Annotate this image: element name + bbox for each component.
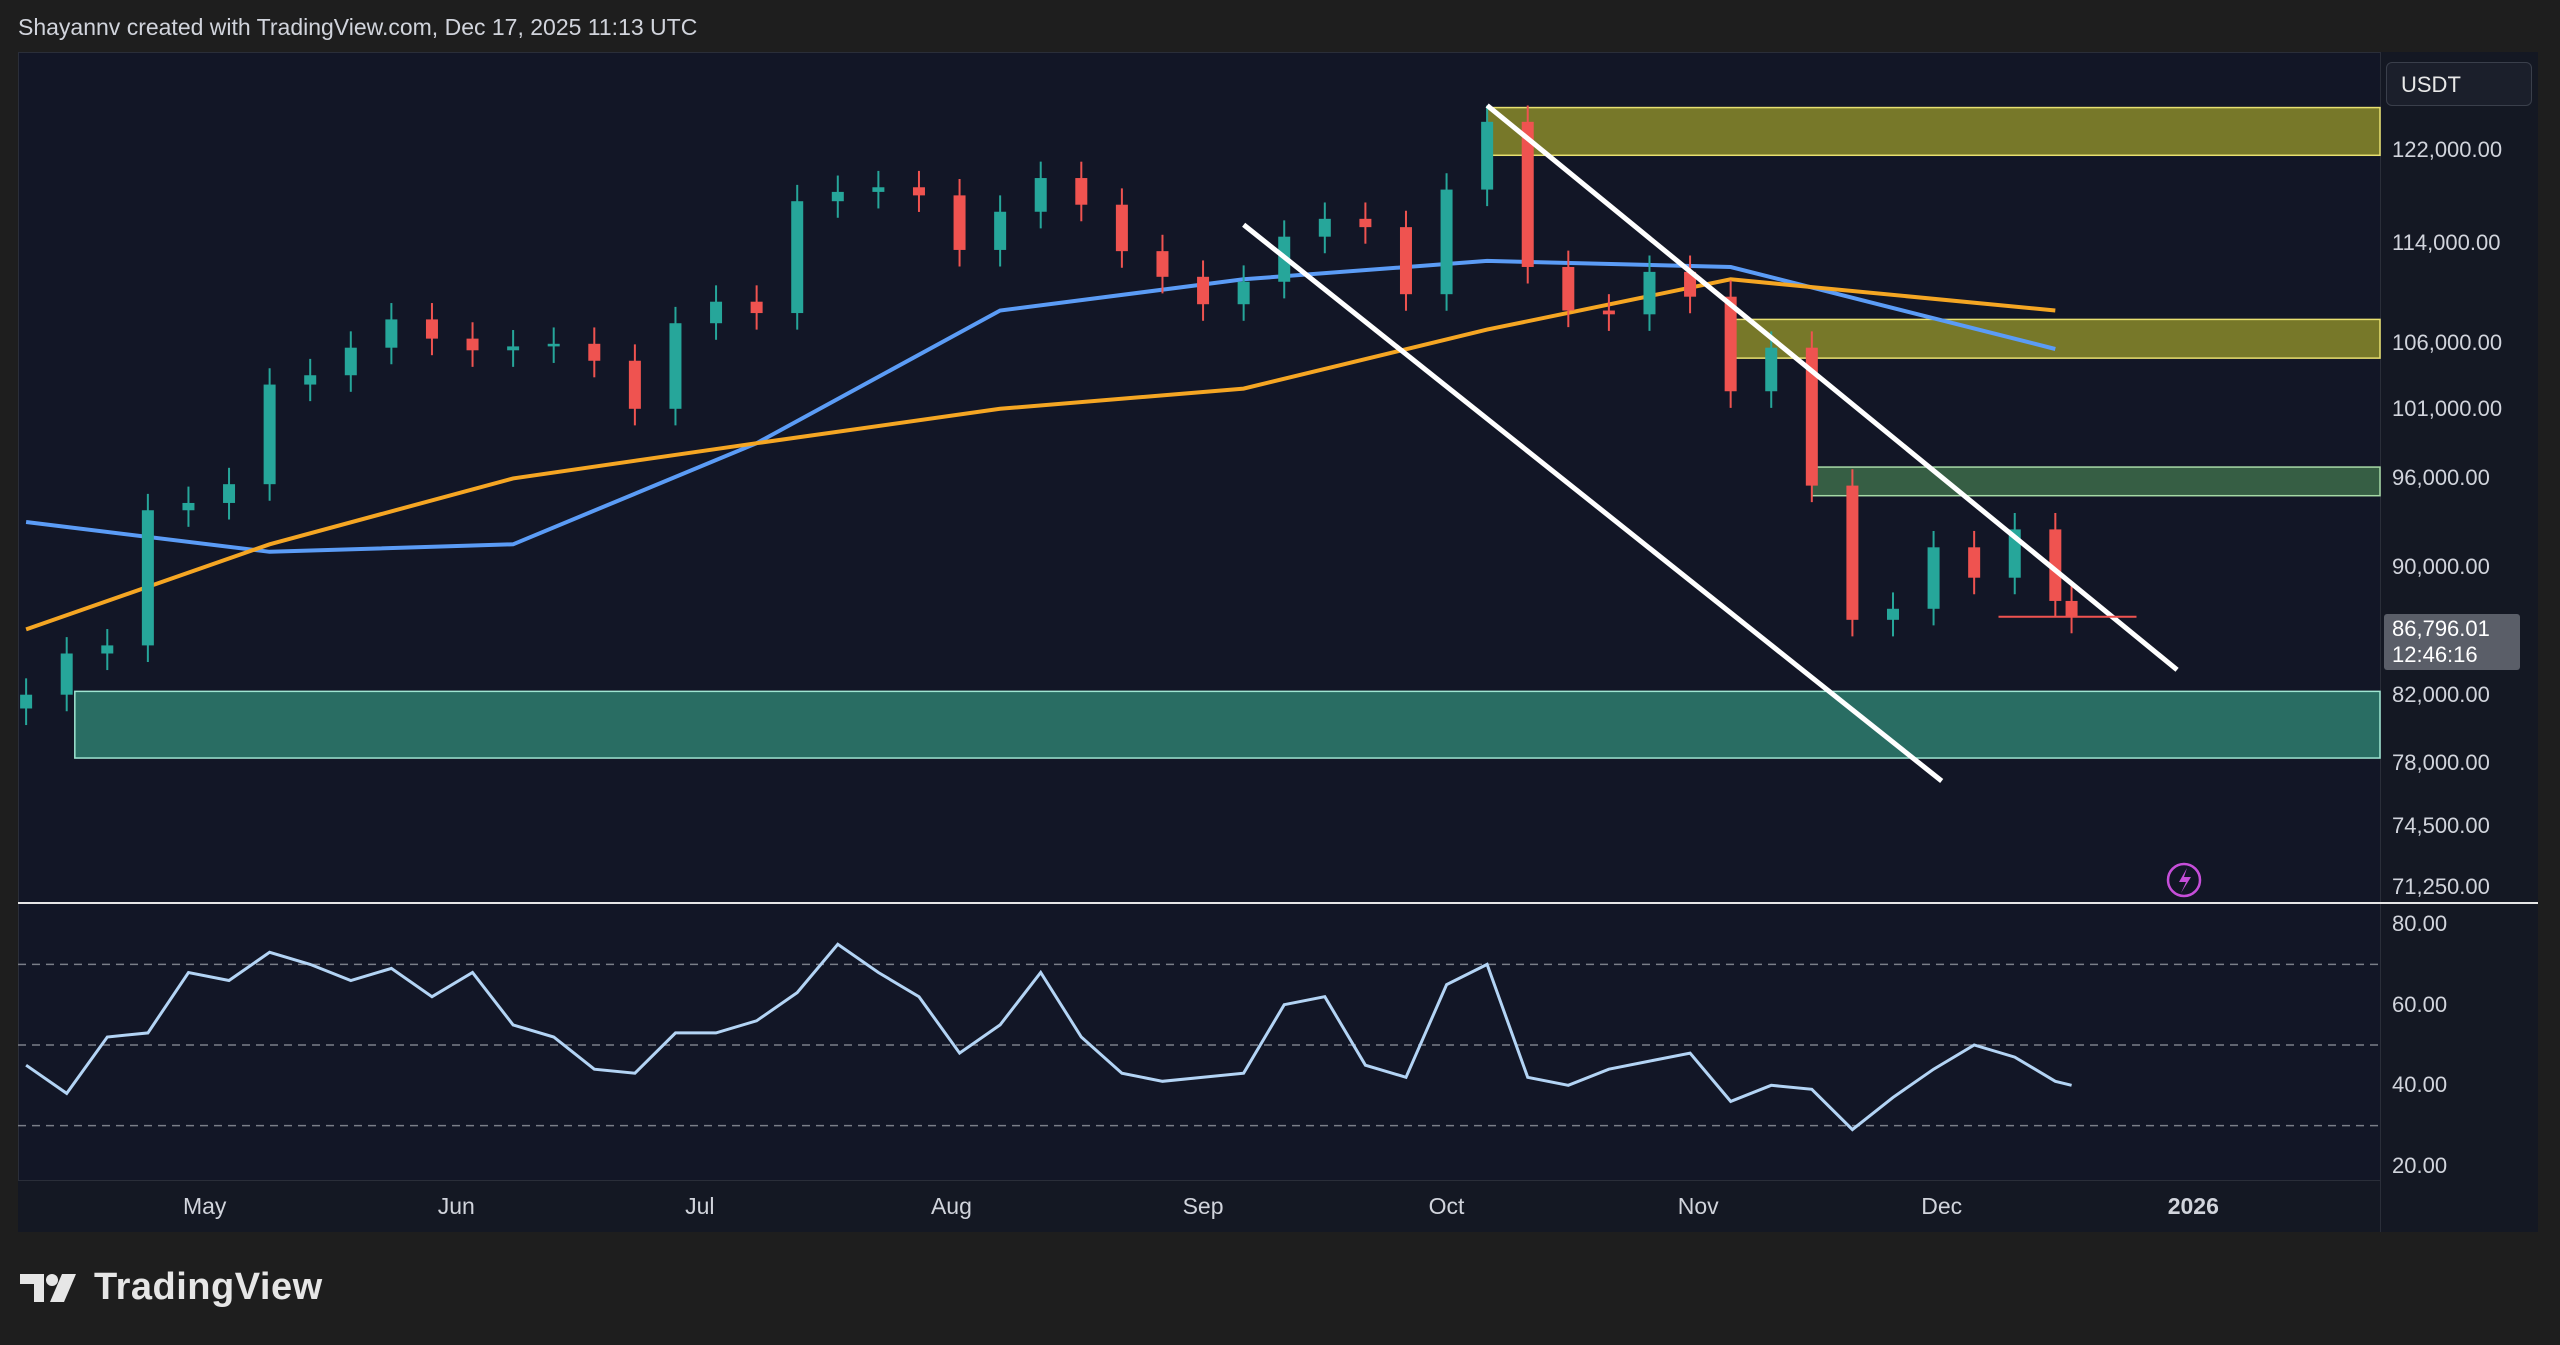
candle-body xyxy=(872,187,885,192)
candle-body xyxy=(1846,485,1859,620)
candle-body xyxy=(1602,310,1615,315)
price-axis-tick: 122,000.00 xyxy=(2392,136,2503,162)
price-axis-tick: 106,000.00 xyxy=(2392,329,2503,355)
candle-body xyxy=(791,201,804,314)
candle-body xyxy=(1562,266,1575,311)
candle-body xyxy=(912,187,925,196)
price-axis-tick: 114,000.00 xyxy=(2392,229,2501,255)
rsi-axis-tick: 80.00 xyxy=(2392,911,2448,937)
alert-circle-icon xyxy=(2166,862,2202,898)
candle-body xyxy=(101,645,114,654)
descending-channel-line-0 xyxy=(1485,103,2179,672)
candle-body xyxy=(1927,547,1940,609)
rsi-axis-tick: 40.00 xyxy=(2392,1072,2448,1098)
candle-body xyxy=(1034,178,1047,212)
candle-body xyxy=(385,319,398,348)
candle-body xyxy=(2065,600,2078,617)
candle-body xyxy=(1724,296,1737,392)
demand-zone-3 xyxy=(74,690,2381,759)
lightning-icon xyxy=(2179,868,2191,893)
candle-body xyxy=(1805,347,1818,486)
candle-body xyxy=(223,484,236,503)
price-axis-tick: 96,000.00 xyxy=(2392,465,2490,491)
chart-frame[interactable] xyxy=(18,52,2538,1232)
time-axis-tick: May xyxy=(182,1193,227,1219)
candle-body xyxy=(1237,281,1250,305)
price-axis-tick: 71,250.00 xyxy=(2392,874,2490,900)
currency-selector[interactable]: USDT xyxy=(2386,62,2532,106)
price-axis-tick: 82,000.00 xyxy=(2392,681,2490,707)
candle-body xyxy=(1318,218,1331,237)
candle-body xyxy=(1156,251,1169,277)
tradingview-logo-text: TradingView xyxy=(94,1266,323,1308)
candle-body xyxy=(60,653,73,695)
candle-body xyxy=(1968,547,1981,578)
candle-body xyxy=(466,338,479,351)
price-axis-tick: 78,000.00 xyxy=(2392,750,2490,776)
candle-body xyxy=(304,375,317,385)
candle-body xyxy=(710,301,723,324)
candle-body xyxy=(425,319,438,339)
candle-body xyxy=(588,343,601,361)
candle-body xyxy=(20,694,33,709)
candle-body xyxy=(953,195,966,250)
candle-body xyxy=(1765,347,1778,392)
resistance-zone-2 xyxy=(1811,466,2381,497)
candle-body xyxy=(831,191,844,202)
candle-body xyxy=(994,211,1007,250)
rsi-axis-tick: 60.00 xyxy=(2392,991,2448,1017)
time-axis-tick: 2026 xyxy=(2167,1193,2219,1219)
supply-zone-1 xyxy=(1729,318,2381,359)
chart-caption: Shayannv created with TradingView.com, D… xyxy=(18,14,698,40)
price-axis-tick: 90,000.00 xyxy=(2392,553,2490,579)
candle-body xyxy=(1886,608,1899,620)
candle-body xyxy=(750,301,763,314)
candle-body xyxy=(1197,276,1210,305)
candle-body xyxy=(1643,271,1656,315)
rsi-line xyxy=(25,942,2072,1132)
candle-body xyxy=(547,343,560,347)
candle-body xyxy=(1684,271,1697,297)
candle-body xyxy=(1481,121,1494,190)
time-axis-tick: Jul xyxy=(685,1193,715,1219)
tradingview-logo-icon xyxy=(20,1273,76,1302)
candle-body xyxy=(1521,121,1534,267)
time-axis-panel[interactable] xyxy=(18,1180,2380,1232)
time-axis-tick: Oct xyxy=(1428,1193,1465,1219)
rsi-axis-tick: 20.00 xyxy=(2392,1152,2448,1178)
candle-body xyxy=(507,346,520,351)
candle-body xyxy=(141,510,154,646)
supply-zone-0 xyxy=(1486,106,2381,157)
candle-body xyxy=(1115,204,1128,252)
candle-body xyxy=(1359,218,1372,228)
tradingview-logo[interactable]: TradingView xyxy=(20,1266,323,1309)
time-axis-tick: Sep xyxy=(1182,1193,1224,1219)
descending-channel-line-1 xyxy=(1242,222,1944,783)
time-axis-tick: Aug xyxy=(930,1193,972,1219)
candle-body xyxy=(182,502,195,511)
candle-body xyxy=(2049,529,2062,601)
price-axis-tick: 101,000.00 xyxy=(2392,395,2503,421)
candle-countdown: 12:46:16 xyxy=(2392,642,2478,667)
time-axis-tick: Nov xyxy=(1677,1193,1719,1219)
time-axis-tick: Jun xyxy=(437,1193,475,1219)
current-price-value: 86,796.01 xyxy=(2392,616,2490,641)
candle-body xyxy=(1440,189,1453,295)
candle-body xyxy=(669,323,682,409)
price-axis-tick: 74,500.00 xyxy=(2392,813,2490,839)
candle-body xyxy=(263,384,276,485)
candle-body xyxy=(1399,227,1412,295)
time-axis-tick: Dec xyxy=(1921,1193,1963,1219)
candle-body xyxy=(628,360,641,409)
current-price-label: 86,796.01 12:46:16 xyxy=(2384,614,2520,670)
candle-body xyxy=(1075,178,1088,205)
candle-body xyxy=(344,347,357,376)
